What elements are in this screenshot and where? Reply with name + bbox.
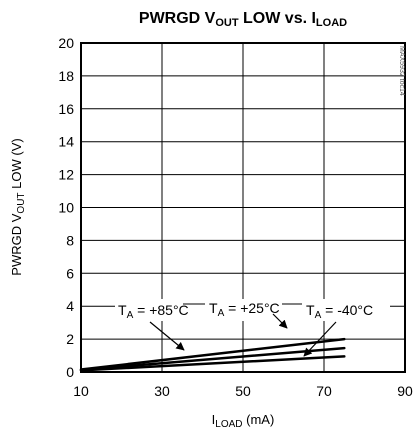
grid	[81, 43, 405, 372]
y-tick-labels: 0 2 4 6 8 10 12 14 16 18 20	[58, 35, 74, 380]
y-tick-label-8: 16	[58, 101, 74, 117]
x-tick-label-4: 90	[397, 383, 413, 399]
y-tick-label-1: 2	[66, 331, 74, 347]
y-tick-label-9: 18	[58, 68, 74, 84]
plot-frame	[80, 42, 406, 373]
y-axis-label: PWRGD VOUT LOW (V)	[9, 138, 27, 275]
chart-id: MAX5932 toc14	[398, 46, 405, 96]
annotations: TA = +85°C TA = +25°C TA = -40°C	[115, 299, 390, 357]
series-line-0	[79, 337, 346, 371]
x-tick-label-3: 70	[316, 383, 332, 399]
y-tick-label-3: 6	[66, 265, 74, 281]
y-tick-label-4: 8	[66, 232, 74, 248]
y-tick-label-10: 20	[58, 35, 74, 51]
annotation-leader-0	[149, 321, 185, 351]
annotation-leader-1	[272, 313, 288, 329]
annotation-25c: TA = +25°C	[209, 300, 280, 319]
series-line-2	[79, 355, 346, 372]
plot-area	[79, 42, 406, 373]
x-tick-label-0: 10	[73, 383, 89, 399]
y-tick-label-5: 10	[58, 200, 74, 216]
x-axis-label: ILOAD (mA)	[212, 412, 275, 430]
x-tick-label-2: 50	[235, 383, 251, 399]
chart-title: PWRGD VOUT LOW vs. ILOAD	[139, 10, 347, 29]
y-tick-label-0: 0	[66, 364, 74, 380]
x-tick-labels: 10 30 50 70 90	[73, 383, 413, 399]
series-layer	[79, 337, 346, 372]
y-tick-label-2: 4	[66, 298, 74, 314]
y-tick-label-7: 14	[58, 134, 74, 150]
annotation-85c: TA = +85°C	[118, 302, 189, 321]
y-tick-label-6: 12	[58, 167, 74, 183]
annotation-minus40c: TA = -40°C	[306, 302, 373, 321]
x-tick-label-1: 30	[154, 383, 170, 399]
annotation-leader-2	[303, 321, 337, 357]
series-line-1	[79, 346, 346, 372]
